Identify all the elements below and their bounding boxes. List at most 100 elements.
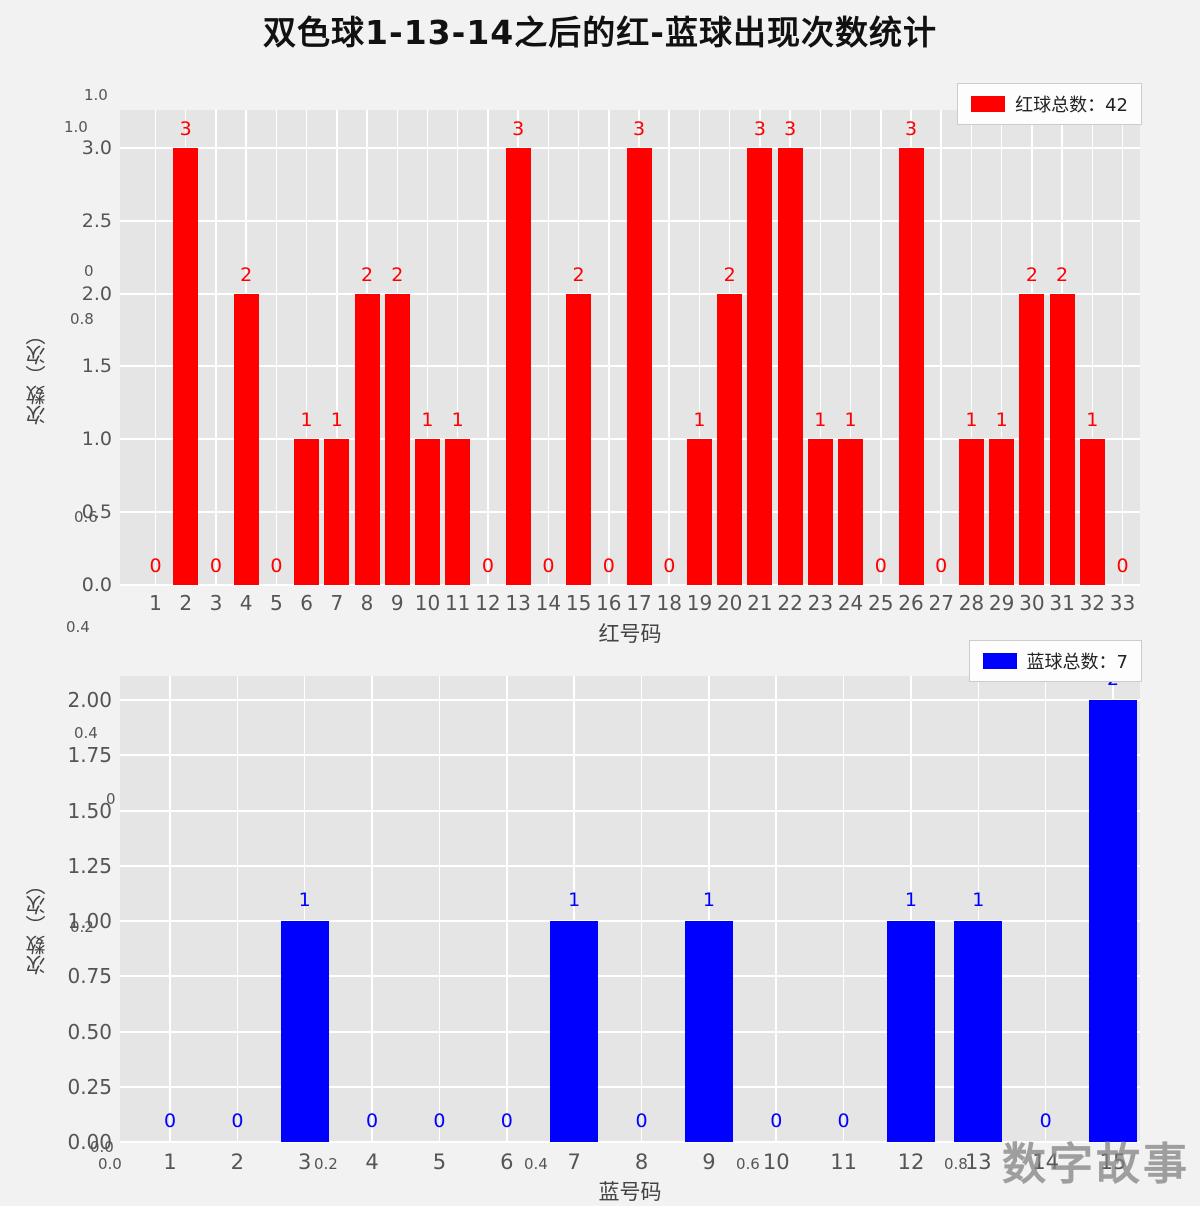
y-tick-label: 0.00 bbox=[67, 1130, 112, 1154]
red-balls-x-tick-label-33: 33 bbox=[1109, 591, 1136, 615]
red-balls-bar-24 bbox=[838, 439, 864, 585]
red-balls-value-label-10: 1 bbox=[421, 409, 434, 432]
red-balls-value-label-23: 1 bbox=[814, 409, 827, 432]
red-balls-x-tick-label-20: 20 bbox=[716, 591, 743, 615]
red-balls-bar-26 bbox=[898, 147, 924, 585]
chart-title: 双色球1-13-14之后的红-蓝球出现次数统计 bbox=[263, 13, 937, 52]
red-balls-value-label-25: 0 bbox=[874, 555, 887, 577]
red-balls-value-label-15: 2 bbox=[572, 263, 585, 286]
red-balls-value-label-32: 1 bbox=[1086, 409, 1099, 432]
red-balls-value-label-1: 0 bbox=[149, 555, 162, 577]
y-tick-label: 1.5 bbox=[81, 355, 112, 378]
red-balls-bar-8 bbox=[354, 293, 380, 585]
gridline-vertical bbox=[371, 676, 373, 1142]
red-balls-x-tick-label-28: 28 bbox=[958, 591, 985, 615]
y-tick-label: 1.00 bbox=[67, 909, 112, 933]
red-balls-x-tick-label-15: 15 bbox=[565, 591, 592, 615]
red-balls-x-tick-label-2: 2 bbox=[179, 591, 193, 615]
blue-balls-value-label-10: 0 bbox=[770, 1110, 783, 1132]
axis-artifact-label-5: 0.4 bbox=[66, 618, 90, 636]
gridline-vertical bbox=[608, 110, 610, 585]
red-balls-value-label-19: 1 bbox=[693, 409, 706, 432]
red-balls-bar-29 bbox=[989, 439, 1015, 585]
red-balls-x-tick-label-29: 29 bbox=[988, 591, 1015, 615]
blue-balls-x-tick-label-11: 11 bbox=[830, 1150, 857, 1174]
y-tick-label: 2.5 bbox=[81, 209, 112, 232]
blue-balls-x-tick-label-14: 14 bbox=[1032, 1150, 1060, 1174]
red-balls-value-label-4: 2 bbox=[240, 263, 253, 286]
axis-artifact-label-12: 0.4 bbox=[524, 1155, 548, 1173]
gridline-horizontal bbox=[120, 864, 1140, 867]
red-balls-value-label-16: 0 bbox=[602, 555, 615, 577]
gridline-vertical bbox=[275, 110, 278, 585]
red-balls-x-tick-label-31: 31 bbox=[1049, 591, 1075, 615]
red-legend-label: 红球总数：42 bbox=[1015, 95, 1128, 116]
red-balls-x-tick-label-27: 27 bbox=[928, 591, 954, 615]
gridline-vertical bbox=[215, 110, 217, 585]
blue-balls-x-tick-label-1: 1 bbox=[163, 1150, 177, 1174]
red-balls-x-tick-label-32: 32 bbox=[1079, 591, 1106, 615]
axis-artifact-label-0: 1.0 bbox=[84, 86, 108, 104]
gridline-vertical bbox=[970, 110, 973, 585]
red-balls-value-label-27: 0 bbox=[935, 555, 948, 577]
gridline-vertical bbox=[169, 676, 171, 1142]
gridline-vertical bbox=[910, 676, 912, 1142]
y-tick-label: 2.00 bbox=[67, 688, 112, 712]
red-balls-x-tick-label-13: 13 bbox=[505, 591, 531, 615]
blue-yaxis-title: 次数（次） bbox=[25, 875, 49, 975]
red-balls-x-tick-label-19: 19 bbox=[686, 591, 713, 615]
blue-balls-bar-12 bbox=[886, 921, 935, 1142]
gridline-vertical bbox=[336, 110, 338, 585]
y-tick-label: 0.25 bbox=[67, 1074, 112, 1099]
red-balls-x-tick-label-9: 9 bbox=[390, 591, 404, 615]
blue-balls-value-label-9: 1 bbox=[702, 889, 715, 911]
blue-balls-value-label-14: 0 bbox=[1039, 1110, 1052, 1132]
red-balls-value-label-2: 3 bbox=[179, 117, 192, 140]
gridline-horizontal bbox=[120, 1141, 1140, 1143]
y-tick-label: 1.0 bbox=[81, 428, 112, 451]
red-balls-bar-23 bbox=[807, 439, 833, 585]
blue-balls-value-label-4: 0 bbox=[366, 1110, 379, 1132]
red-balls-bar-21 bbox=[747, 147, 773, 585]
blue-balls-x-tick-label-12: 12 bbox=[897, 1150, 925, 1174]
blue-balls-x-tick-label-13: 13 bbox=[964, 1150, 992, 1174]
axis-artifact-label-3: 0.8 bbox=[70, 310, 94, 328]
red-balls-x-tick-label-5: 5 bbox=[270, 591, 283, 615]
red-balls-x-tick-label-12: 12 bbox=[475, 591, 501, 615]
red-balls-value-label-3: 0 bbox=[209, 555, 222, 577]
y-tick-label: 0.5 bbox=[81, 501, 112, 524]
red-balls-value-label-14: 0 bbox=[542, 555, 555, 577]
gridline-vertical bbox=[456, 110, 459, 585]
axis-artifact-label-11: 0.2 bbox=[314, 1155, 338, 1173]
blue-balls-x-tick-label-6: 6 bbox=[500, 1150, 514, 1174]
red-balls-bar-9 bbox=[384, 293, 410, 585]
axis-artifact-label-4: 0.6 bbox=[74, 508, 98, 526]
red-balls-bar-20 bbox=[717, 293, 743, 585]
red-balls-x-tick-label-25: 25 bbox=[868, 591, 894, 615]
blue-balls-x-tick-label-10: 10 bbox=[762, 1150, 790, 1174]
y-tick-label: 0.75 bbox=[67, 964, 112, 989]
axis-artifact-label-13: 0.6 bbox=[736, 1155, 760, 1173]
red-xaxis-title: 红号码 bbox=[598, 622, 662, 646]
gridline-vertical bbox=[880, 110, 882, 585]
gridline-vertical bbox=[487, 110, 489, 585]
red-yaxis-title: 次数（次） bbox=[25, 325, 49, 425]
red-balls-x-tick-label-3: 3 bbox=[209, 591, 223, 615]
red-balls-bar-30 bbox=[1019, 293, 1045, 585]
blue-balls-value-label-8: 0 bbox=[635, 1110, 648, 1132]
red-balls-value-label-33: 0 bbox=[1116, 555, 1129, 577]
red-balls-bar-2 bbox=[173, 147, 199, 585]
red-balls-x-tick-label-11: 11 bbox=[444, 591, 471, 615]
gridline-vertical bbox=[940, 110, 942, 585]
gridline-horizontal bbox=[120, 754, 1140, 757]
red-balls-bar-32 bbox=[1079, 439, 1105, 585]
red-balls-x-tick-label-18: 18 bbox=[656, 591, 682, 615]
gridline-vertical bbox=[698, 110, 701, 585]
red-balls-value-label-11: 1 bbox=[451, 409, 464, 432]
red-balls-x-tick-label-30: 30 bbox=[1019, 591, 1045, 615]
gridline-vertical bbox=[1121, 110, 1124, 585]
gridline-horizontal bbox=[120, 1085, 1140, 1088]
gridline-vertical bbox=[438, 676, 441, 1142]
red-balls-value-label-8: 2 bbox=[360, 263, 374, 286]
